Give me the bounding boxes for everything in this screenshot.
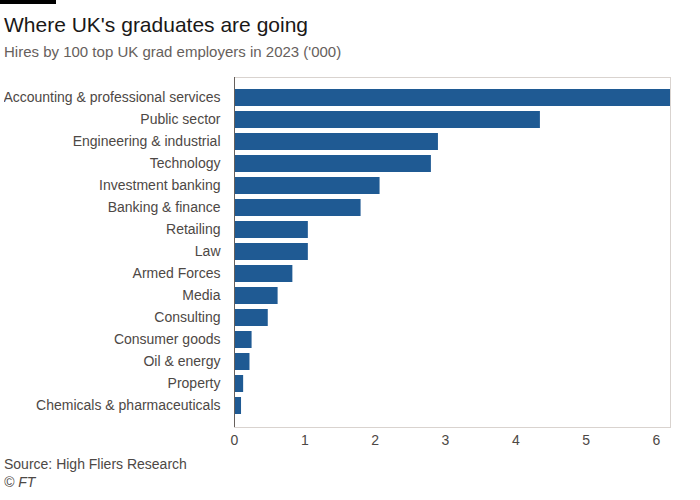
svg-text:2: 2 xyxy=(371,432,379,448)
svg-text:Armed Forces: Armed Forces xyxy=(133,265,221,281)
svg-text:Technology: Technology xyxy=(150,155,221,171)
svg-text:Media: Media xyxy=(182,287,220,303)
svg-text:4: 4 xyxy=(512,432,520,448)
html-text:Where UK's graduates are going: Where UK's graduates are going xyxy=(4,13,308,36)
svg-text:6: 6 xyxy=(653,432,661,448)
svg-text:Chemicals & pharmaceuticals: Chemicals & pharmaceuticals xyxy=(36,397,220,413)
svg-text:Property: Property xyxy=(168,375,221,391)
html-text:Hires by 100 top UK grad emplo: Hires by 100 top UK grad employers in 20… xyxy=(4,43,342,60)
svg-text:Law: Law xyxy=(195,243,222,259)
svg-text:Consumer goods: Consumer goods xyxy=(114,331,221,347)
svg-text:Retailing: Retailing xyxy=(166,221,220,237)
svg-text:Public sector: Public sector xyxy=(140,111,220,127)
html-text:© FT: © FT xyxy=(4,474,36,490)
svg-text:0: 0 xyxy=(231,432,239,448)
svg-text:Accounting & professional serv: Accounting & professional services xyxy=(4,89,221,105)
svg-text:3: 3 xyxy=(442,432,450,448)
html-text:Source: High Fliers Research: Source: High Fliers Research xyxy=(4,456,187,472)
svg-text:5: 5 xyxy=(582,432,590,448)
svg-text:Oil & energy: Oil & energy xyxy=(143,353,220,369)
svg-text:Engineering & industrial: Engineering & industrial xyxy=(73,133,221,149)
svg-text:Investment banking: Investment banking xyxy=(99,177,220,193)
svg-text:Banking & finance: Banking & finance xyxy=(108,199,221,215)
svg-text:Consulting: Consulting xyxy=(154,309,220,325)
svg-text:1: 1 xyxy=(301,432,309,448)
